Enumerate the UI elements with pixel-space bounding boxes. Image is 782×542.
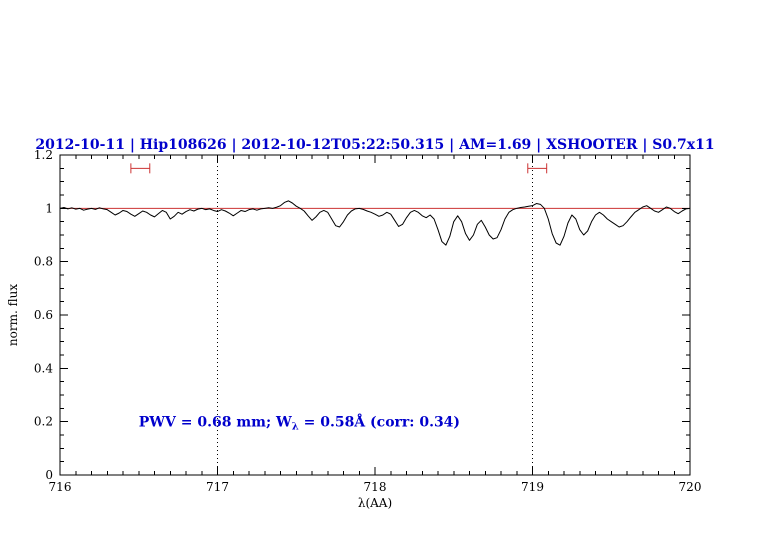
- y-tick-label: 1: [45, 201, 53, 215]
- region-marker: [527, 163, 548, 174]
- x-tick-label: 720: [679, 480, 702, 494]
- spectrum-line: [59, 200, 691, 246]
- x-tick-label: 716: [49, 480, 72, 494]
- annotation-suffix: = 0.58Å (corr: 0.34): [299, 413, 460, 431]
- x-tick-label: 717: [206, 480, 229, 494]
- y-axis-label: norm. flux: [6, 284, 20, 346]
- plot-area: 716 717 718 719 720 0 0.2 0.4 0.6 0.8 1 1.2: [34, 148, 702, 494]
- y-tick-label: 0.8: [34, 255, 53, 269]
- x-tick-label: 718: [364, 480, 387, 494]
- pwv-annotation: PWV = 0.68 mm; Wλ = 0.58Å (corr: 0.34): [139, 413, 460, 433]
- x-tick-label: 719: [521, 480, 544, 494]
- y-tick-label: 0.6: [34, 308, 53, 322]
- annotation-prefix: PWV = 0.68 mm; W: [139, 415, 292, 431]
- region-marker: [130, 163, 151, 174]
- chart-title: 2012-10-11 | Hip108626 | 2012-10-12T05:2…: [35, 137, 714, 153]
- y-tick-label: 0.4: [34, 361, 53, 375]
- x-axis-label: λ(AA): [358, 496, 392, 510]
- y-tick-label: 0.2: [34, 415, 53, 429]
- y-tick-label: 1.2: [34, 148, 53, 162]
- axis-box: [59, 154, 691, 476]
- y-tick-label: 0: [45, 468, 53, 482]
- lambda-subscript-icon: λ: [292, 422, 299, 433]
